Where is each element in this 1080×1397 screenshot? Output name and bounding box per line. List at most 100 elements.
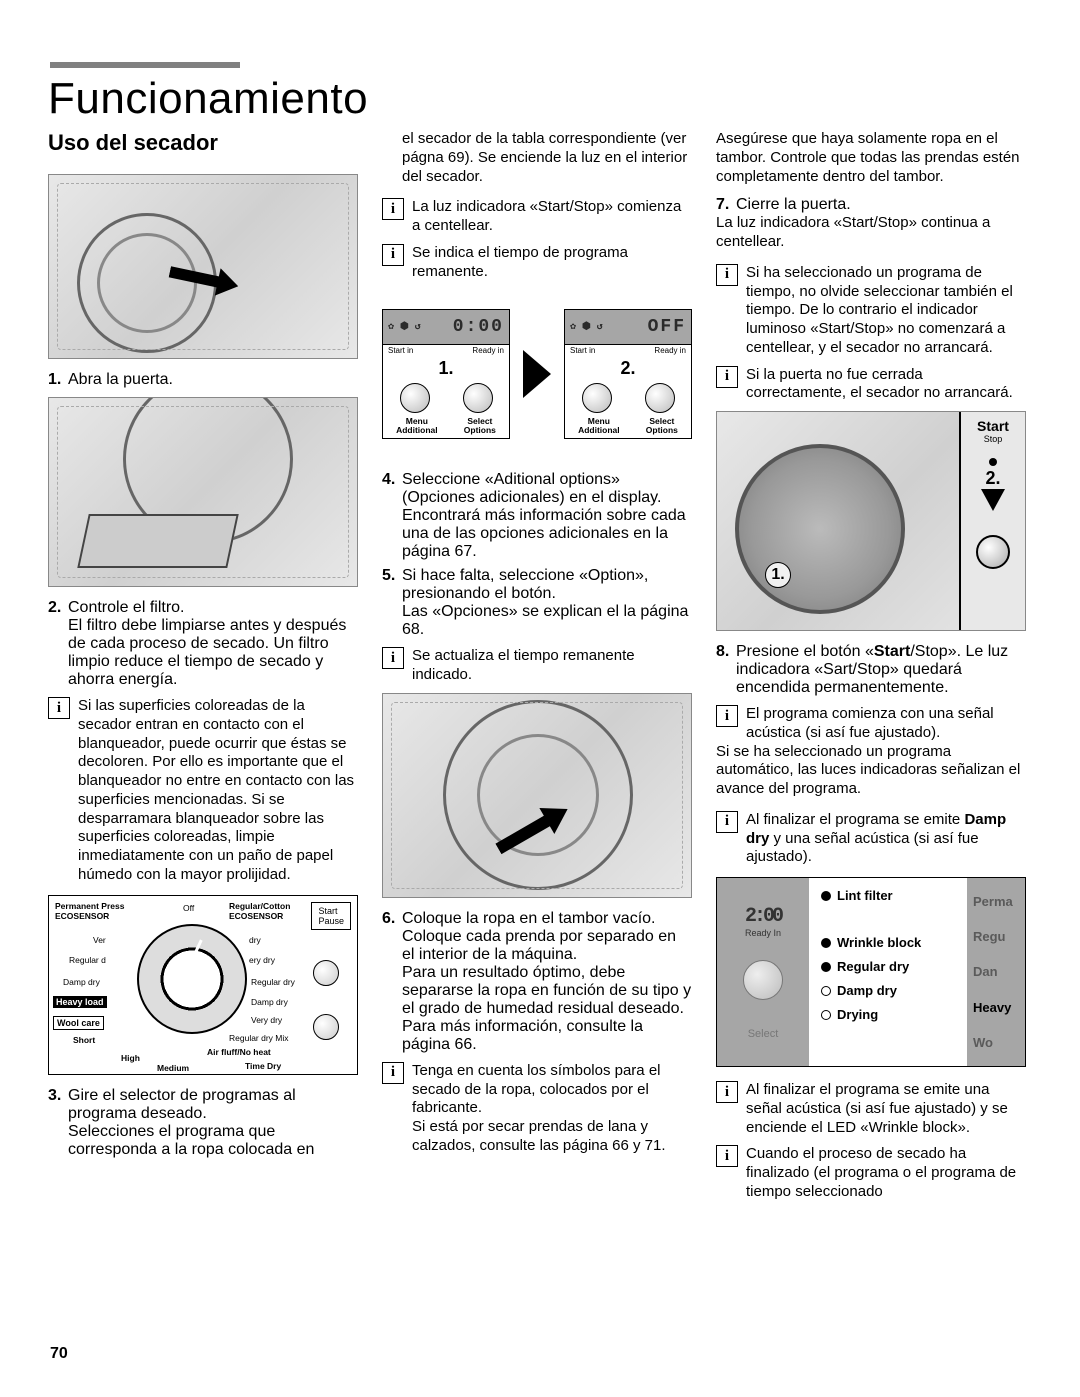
dial-label: Regular dry Mix [229,1034,289,1043]
step-number: 6. [382,910,402,1054]
info-text: Si las superficies coloreadas de la seca… [78,697,358,885]
info-text: Si ha seleccionado un programa de tiempo… [746,264,1026,358]
dial-label: Off [183,904,194,913]
figure-open-door [48,174,358,359]
info-icon: i [716,1081,738,1103]
section-heading: Uso del secador [48,130,358,156]
arrow-icon [167,258,241,300]
dial-label: ECOSENSOR [229,912,283,921]
info-note: i Cuando el proceso de secado ha finaliz… [716,1145,1026,1201]
info-note: i Se indica el tiempo de programa remane… [382,244,692,282]
body-text: La luz indicadora «Start/Stop» continua … [716,214,1026,252]
stop-label: Stop [984,434,1003,444]
status-label: Lint filter [837,888,893,903]
figure-check-filter [48,397,358,587]
info-note: i Se actualiza el tiempo remanente indic… [382,647,692,685]
info-text: Al finalizar el programa se emite una se… [746,1081,1026,1137]
dial-label: Ver [93,936,106,945]
callout-number: 1. [383,356,509,379]
lcd-time: 2:00 [745,905,781,928]
dial-label: Regular/Cotton [229,902,290,911]
dial-label: Regular d [69,956,106,965]
step-6: 6. Coloque la ropa en el tambor vacío. C… [382,910,692,1054]
step-number: 3. [48,1087,68,1159]
select-knob[interactable] [645,383,675,413]
callout-number: 2. [985,468,1000,489]
step-number: 1. [48,371,68,389]
dial-label: High [121,1054,140,1063]
info-text: Se actualiza el tiempo remanente indicad… [412,647,692,685]
step-text: Presione el botón «Start/Stop». Le luz i… [736,643,1026,697]
info-icon: i [716,264,738,286]
menu-knob[interactable] [582,383,612,413]
figure-status-panel: 2:00 Ready In Select Lint filter Wrinkle… [716,877,1026,1067]
step-number: 8. [716,643,736,697]
dial-label: dry [249,936,261,945]
step-5: 5. Si hace falta, seleccione «Option», p… [382,567,692,639]
start-pause-box: Start Pause [311,902,351,930]
cutoff-label: Dan [973,964,1025,979]
dial-knob[interactable] [137,924,247,1034]
step-number: 4. [382,471,402,561]
cutoff-label: Wo [973,1035,1025,1050]
display-panel-2: ✿ ⬢ ↺OFF Start inReady in 2. MenuAdditio… [564,309,692,439]
continuation-text: el secador de la tabla correspondiente (… [382,130,692,186]
indicator-led [989,458,997,466]
arrow-icon [491,796,575,862]
step-number: 7. [716,196,736,214]
info-icon: i [382,198,404,220]
page-number: 70 [50,1345,68,1363]
lcd-sublabel: Ready in [654,346,686,355]
indicator-led [313,960,339,986]
dial-label: Regular dry [251,978,295,987]
display-panel-1: ✿ ⬢ ↺0:00 Start inReady in 1. MenuAdditi… [382,309,510,439]
info-note: i Si ha seleccionado un programa de tiem… [716,264,1026,358]
start-pause-button[interactable] [313,1014,339,1040]
figure-press-start: Start Stop 2. 1. [716,411,1026,631]
led-icon [821,938,831,948]
info-note: i La luz indicadora «Start/Stop» comienz… [382,198,692,236]
dial-label: Medium [157,1064,189,1073]
info-note: i Al finalizar el programa se emite Damp… [716,811,1026,867]
info-text: El programa comienza con una señal acúst… [746,705,1026,743]
info-icon: i [382,244,404,266]
lcd-sublabel: Start in [388,346,413,355]
dial-label: Time Dry [245,1062,281,1071]
accent-bar [50,62,240,68]
step-text: Abra la puerta. [68,371,358,389]
dial-label: Damp dry [251,998,288,1007]
status-label: Regular dry [837,959,909,974]
info-icon: i [716,366,738,388]
step-text: Seleccione «Aditional options» (Opciones… [402,471,692,561]
step-2: 2. Controle el filtro. El filtro debe li… [48,599,358,689]
led-icon [821,891,831,901]
info-text: La luz indicadora «Start/Stop» comienza … [412,198,692,236]
cutoff-label: Perma [973,894,1025,909]
status-label: Drying [837,1007,878,1022]
body-text: Asegúrese que haya solamente ropa en el … [716,130,1026,186]
lcd-icons: ✿ ⬢ ↺ [388,321,421,333]
step-3: 3. Gire el selector de programas al prog… [48,1087,358,1159]
lcd-sublabel: Ready In [745,928,781,938]
figure-load-laundry [382,693,692,898]
step-text: Controle el filtro. El filtro debe limpi… [68,599,358,689]
select-knob[interactable] [463,383,493,413]
info-icon: i [716,811,738,833]
cutoff-label: Regu [973,929,1025,944]
info-icon: i [716,705,738,727]
dial-label: ECOSENSOR [55,912,109,921]
column-2: el secador de la tabla correspondiente (… [382,130,692,1202]
dial-label: Heavy load [53,996,107,1008]
knob-label: Select [748,1028,779,1040]
menu-knob[interactable] [400,383,430,413]
info-text: Cuando el proceso de secado ha finalizad… [746,1145,1026,1201]
callout-number: 2. [565,356,691,379]
info-icon: i [48,697,70,719]
led-icon [821,986,831,996]
step-4: 4. Seleccione «Aditional options» (Opcio… [382,471,692,561]
start-stop-button[interactable] [976,535,1010,569]
select-knob[interactable] [743,960,783,1000]
step-text: Cierre la puerta. [736,196,1026,214]
lcd-value: 0:00 [453,317,504,337]
step-text: Coloque la ropa en el tambor vacío. Colo… [402,910,692,1054]
